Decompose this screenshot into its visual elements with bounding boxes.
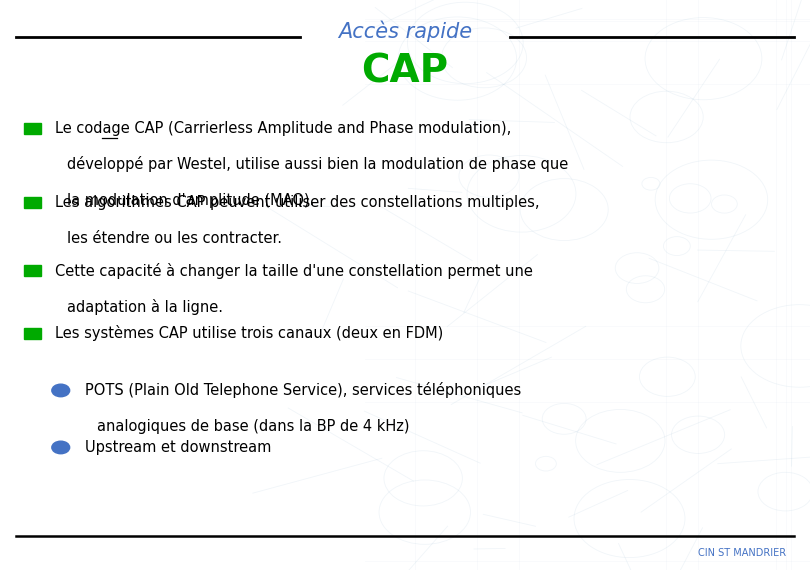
Text: développé par Westel, utilise aussi bien la modulation de phase que: développé par Westel, utilise aussi bien… <box>67 156 569 172</box>
Text: la modulation d'amplitude (MAQ).: la modulation d'amplitude (MAQ). <box>67 193 314 207</box>
Text: les étendre ou les contracter.: les étendre ou les contracter. <box>67 231 282 246</box>
Text: Accès rapide: Accès rapide <box>338 20 472 42</box>
Circle shape <box>52 441 70 454</box>
Text: Les systèmes CAP utilise trois canaux (deux en FDM): Les systèmes CAP utilise trois canaux (d… <box>55 325 443 341</box>
Text: CIN ST MANDRIER: CIN ST MANDRIER <box>697 548 786 558</box>
Text: Cette capacité à changer la taille d'une constellation permet une: Cette capacité à changer la taille d'une… <box>55 263 533 279</box>
Text: CAP: CAP <box>361 52 449 90</box>
Text: POTS (Plain Old Telephone Service), services téléphoniques: POTS (Plain Old Telephone Service), serv… <box>85 382 522 398</box>
Bar <box>24 328 40 339</box>
Circle shape <box>52 384 70 397</box>
Text: analogiques de base (dans la BP de 4 kHz): analogiques de base (dans la BP de 4 kHz… <box>97 419 410 434</box>
Bar <box>24 197 40 208</box>
Text: Le codage CAP (Carrierless Amplitude and Phase modulation),: Le codage CAP (Carrierless Amplitude and… <box>55 121 511 136</box>
Bar <box>24 123 40 134</box>
Text: adaptation à la ligne.: adaptation à la ligne. <box>67 299 224 315</box>
Text: Les algorithmes CAP peuvent utiliser des constellations multiples,: Les algorithmes CAP peuvent utiliser des… <box>55 195 539 210</box>
Text: Upstream et downstream: Upstream et downstream <box>85 440 271 455</box>
Bar <box>24 265 40 276</box>
